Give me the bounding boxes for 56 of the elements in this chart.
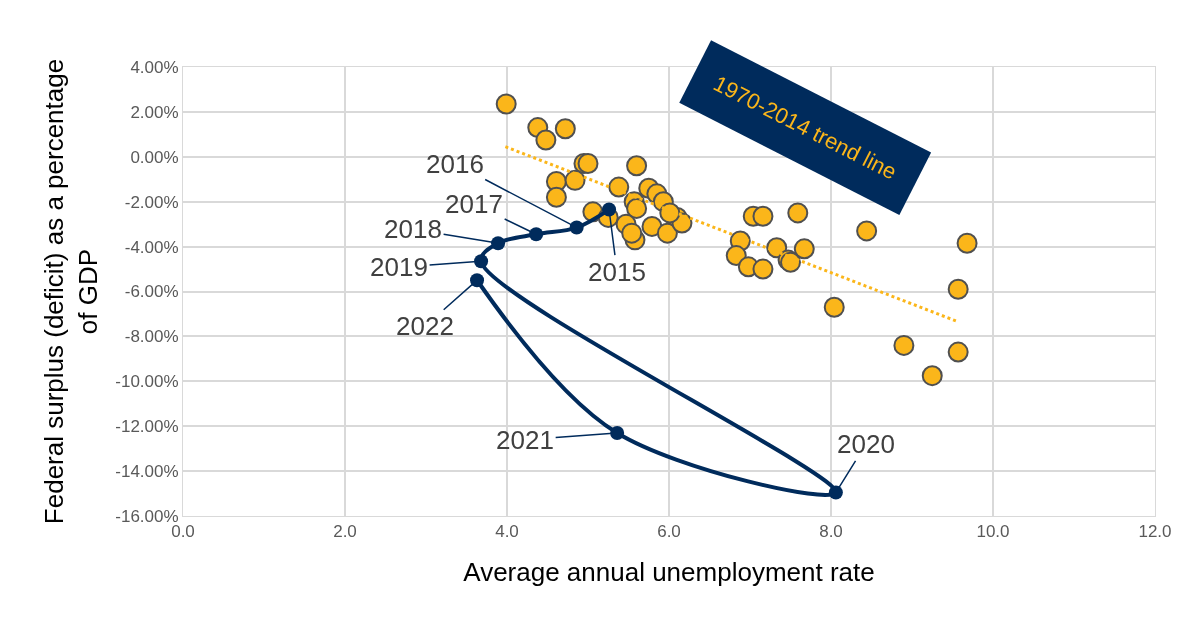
annotation: 2021 — [496, 425, 554, 455]
x-tick-label: 8.0 — [819, 522, 843, 542]
annotation: 2015 — [588, 257, 646, 287]
annotation: 2017 — [445, 189, 503, 219]
point — [787, 202, 809, 224]
point — [823, 296, 845, 318]
x-tick-label: 10.0 — [976, 522, 1010, 542]
x-tick-label: 6.0 — [657, 522, 681, 542]
point — [626, 197, 648, 219]
point — [569, 220, 584, 235]
y-tick-label: -4.00% — [124, 237, 179, 257]
point — [564, 169, 586, 191]
y-tick-label: -2.00% — [124, 192, 179, 212]
point — [793, 238, 815, 260]
point — [956, 232, 978, 254]
point — [656, 222, 678, 244]
annotation: 2019 — [370, 252, 428, 282]
point — [893, 334, 915, 356]
point — [535, 129, 557, 151]
point — [529, 227, 544, 242]
point — [470, 273, 485, 288]
x-axis-title: Average annual unemployment rate — [463, 557, 875, 588]
x-tick-label: 2.0 — [333, 522, 357, 542]
point — [491, 236, 506, 251]
point — [495, 93, 517, 115]
point — [545, 186, 567, 208]
point — [621, 222, 643, 244]
y-axis-title: Federal surplus (deficit) as a percentage of GDP — [38, 58, 103, 525]
y-tick-label: -12.00% — [115, 417, 179, 437]
point — [921, 365, 943, 387]
x-tick-label: 4.0 — [495, 522, 519, 542]
point — [602, 202, 617, 217]
y-tick-label: -8.00% — [124, 327, 179, 347]
point — [752, 205, 774, 227]
annotation: 2016 — [426, 149, 484, 179]
annotation: 2018 — [384, 214, 442, 244]
point — [947, 278, 969, 300]
annotation: 2022 — [396, 311, 454, 341]
point — [474, 254, 489, 269]
y-tick-label: -10.00% — [115, 372, 179, 392]
point — [626, 155, 648, 177]
point — [641, 215, 663, 237]
y-tick-label: -6.00% — [124, 282, 179, 302]
point — [608, 176, 630, 198]
point — [828, 485, 843, 500]
point — [856, 220, 878, 242]
y-tick-label: 2.00% — [130, 102, 179, 122]
point — [752, 258, 774, 280]
y-tick-label: -14.00% — [115, 462, 179, 482]
point — [947, 341, 969, 363]
point — [610, 425, 625, 440]
annotation: 2020 — [837, 429, 895, 459]
point — [554, 118, 576, 140]
y-tick-label: 0.00% — [130, 147, 179, 167]
y-tick-label: 4.00% — [130, 57, 179, 77]
x-tick-label: 12.0 — [1138, 522, 1172, 542]
